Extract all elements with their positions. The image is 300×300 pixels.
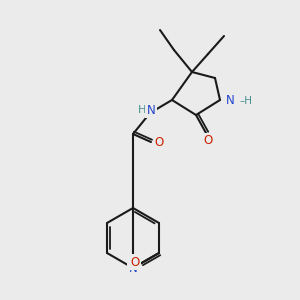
Text: N: N xyxy=(129,262,137,275)
Text: H: H xyxy=(138,105,146,115)
Text: N: N xyxy=(226,94,234,107)
Text: O: O xyxy=(130,256,139,268)
Text: O: O xyxy=(154,136,164,149)
Text: O: O xyxy=(203,134,213,148)
Text: N: N xyxy=(147,103,155,116)
Text: –H: –H xyxy=(240,96,253,106)
